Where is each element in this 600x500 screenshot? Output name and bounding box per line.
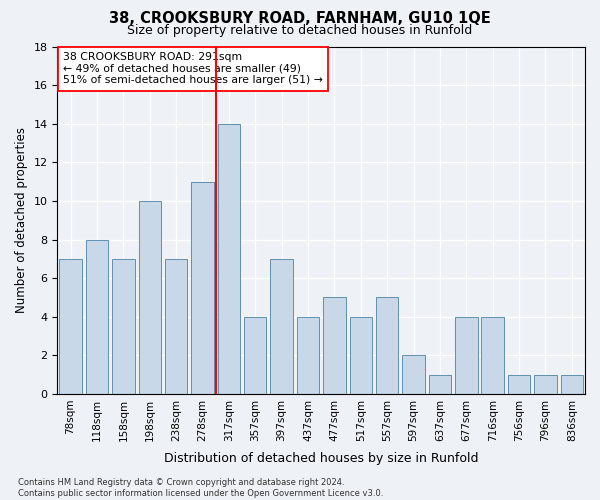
- Bar: [403, 356, 425, 394]
- Bar: [271, 259, 293, 394]
- Text: 38, CROOKSBURY ROAD, FARNHAM, GU10 1QE: 38, CROOKSBURY ROAD, FARNHAM, GU10 1QE: [109, 11, 491, 26]
- Bar: [508, 374, 530, 394]
- Bar: [244, 316, 266, 394]
- Bar: [191, 182, 214, 394]
- Text: Contains HM Land Registry data © Crown copyright and database right 2024.
Contai: Contains HM Land Registry data © Crown c…: [18, 478, 383, 498]
- Bar: [376, 298, 398, 394]
- X-axis label: Distribution of detached houses by size in Runfold: Distribution of detached houses by size …: [164, 452, 478, 465]
- Bar: [112, 259, 134, 394]
- Bar: [481, 316, 504, 394]
- Bar: [323, 298, 346, 394]
- Bar: [218, 124, 240, 394]
- Bar: [86, 240, 108, 394]
- Bar: [350, 316, 372, 394]
- Text: Size of property relative to detached houses in Runfold: Size of property relative to detached ho…: [127, 24, 473, 37]
- Bar: [560, 374, 583, 394]
- Y-axis label: Number of detached properties: Number of detached properties: [15, 127, 28, 313]
- Bar: [165, 259, 187, 394]
- Text: 38 CROOKSBURY ROAD: 291sqm
← 49% of detached houses are smaller (49)
51% of semi: 38 CROOKSBURY ROAD: 291sqm ← 49% of deta…: [63, 52, 323, 86]
- Bar: [59, 259, 82, 394]
- Bar: [534, 374, 557, 394]
- Bar: [428, 374, 451, 394]
- Bar: [139, 201, 161, 394]
- Bar: [455, 316, 478, 394]
- Bar: [297, 316, 319, 394]
